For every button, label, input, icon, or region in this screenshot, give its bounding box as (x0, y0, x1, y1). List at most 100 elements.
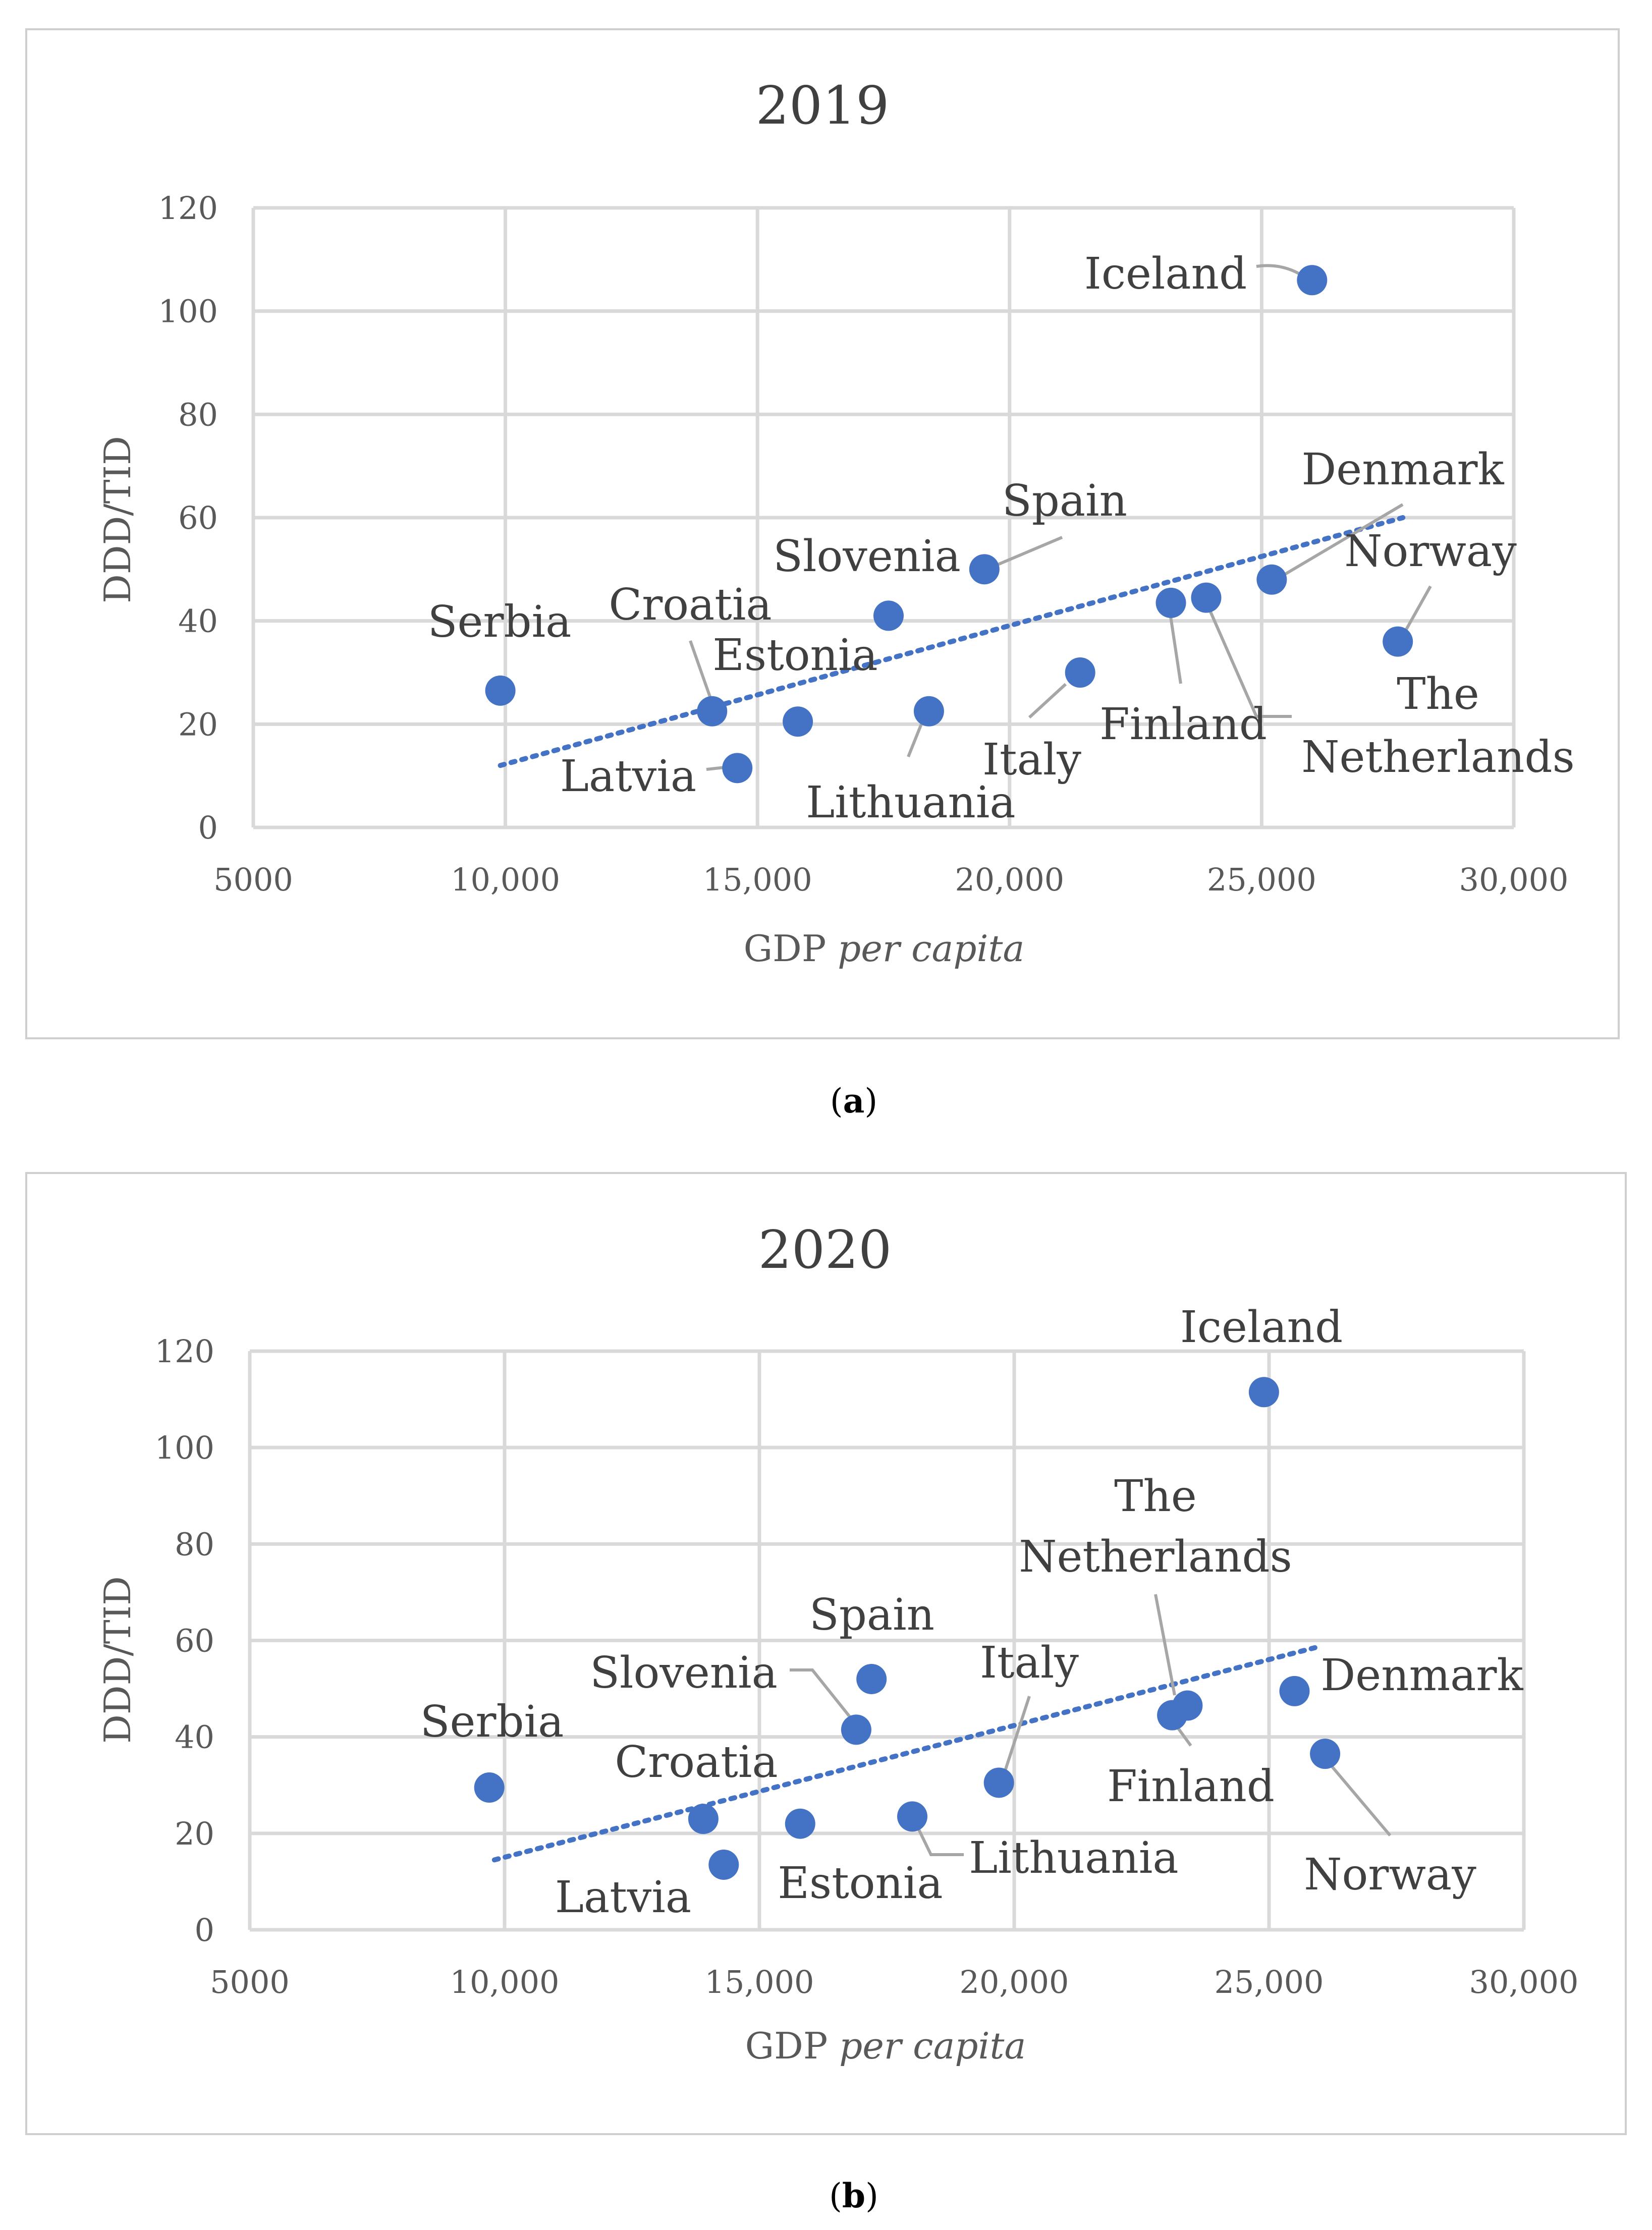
chart-title: 2020 (758, 1219, 892, 1280)
y-tick-label: 0 (195, 1912, 214, 1948)
leader-netherlands (1154, 1594, 1176, 1696)
leader-lithuania (907, 720, 924, 758)
data-point-lithuania (913, 696, 944, 727)
y-tick-label: 120 (158, 190, 218, 227)
leader-norway (1401, 585, 1432, 637)
data-point-slovenia (841, 1714, 871, 1745)
data-point-italy (983, 1767, 1014, 1798)
caption-a-letter: a (843, 1081, 865, 1121)
y-tick-label: 20 (178, 706, 218, 743)
label-serbia: Serbia (420, 1697, 564, 1747)
x-tick-label: 15,000 (705, 1964, 814, 2000)
leader-italy (1002, 1696, 1031, 1777)
leader-finland (1169, 616, 1182, 684)
label-iceland: Iceland (1180, 1302, 1343, 1353)
label-iceland: Iceland (1084, 249, 1247, 299)
data-point-spain (969, 554, 1000, 585)
label-the: The (1397, 669, 1479, 719)
data-point-denmark (1279, 1676, 1310, 1706)
label-latvia: Latvia (560, 751, 696, 802)
data-point-latvia (708, 1849, 739, 1880)
leader-netherlands (1204, 600, 1292, 718)
data-point-serbia (485, 675, 516, 706)
trendline (498, 515, 1406, 768)
y-axis-label: DDD/TID (96, 1576, 139, 1744)
y-tick-label: 40 (178, 603, 218, 640)
label-italy: Italy (980, 1638, 1079, 1688)
leader-denmark (1276, 503, 1404, 581)
label-the: The (1114, 1471, 1197, 1522)
leader-lithuania (913, 1819, 964, 1856)
y-axis-label: DDD/TID (96, 436, 139, 603)
data-point-serbia (474, 1772, 505, 1803)
x-axis-label: GDP per capita (744, 927, 1025, 970)
chart-title: 2019 (756, 75, 890, 136)
data-point-denmark (1256, 564, 1287, 595)
label-estonia: Estonia (712, 630, 877, 681)
data-point-norway (1310, 1739, 1341, 1769)
x-axis-label: GDP per capita (745, 2025, 1026, 2067)
x-tick-label: 25,000 (1207, 861, 1316, 898)
data-point-croatia (697, 696, 728, 727)
x-tick-label: 10,000 (451, 861, 560, 898)
x-axis-label-prefix: GDP (745, 2025, 840, 2067)
data-points (485, 265, 1413, 784)
label-lithuania: Lithuania (969, 1833, 1178, 1883)
label-lithuania: Lithuania (806, 777, 1015, 828)
country-labels: Serbia Croatia Latvia Estonia Slovenia L… (428, 249, 1575, 828)
trendline-dotted (498, 515, 1406, 768)
chart-panel-2019: 2019 0 20 40 60 80 100 120 5000 10,000 15,000 20,… (25, 28, 1620, 1039)
x-tick-label: 30,000 (1459, 861, 1569, 898)
label-denmark: Denmark (1301, 444, 1504, 495)
data-point-spain (856, 1663, 887, 1694)
label-latvia: Latvia (555, 1872, 691, 1923)
data-points (474, 1377, 1341, 1880)
x-tick-label: 20,000 (960, 1964, 1069, 2000)
label-finland: Finland (1099, 699, 1267, 750)
label-croatia: Croatia (615, 1737, 778, 1788)
x-axis-label-prefix: GDP (744, 927, 838, 970)
x-tick-label: 5000 (213, 861, 293, 898)
y-tick-label: 20 (175, 1815, 214, 1852)
gridlines (248, 1349, 1526, 1932)
label-spain: Spain (809, 1590, 934, 1640)
data-point-finland (1155, 587, 1186, 618)
x-tick-label: 5000 (210, 1964, 290, 2000)
label-croatia: Croatia (609, 580, 772, 630)
x-tick-label: 30,000 (1469, 1964, 1579, 2000)
y-tick-labels: 0 20 40 60 80 100 120 (155, 1333, 214, 1948)
x-tick-label: 15,000 (703, 861, 812, 898)
x-axis-label-italic: per capita (839, 2025, 1026, 2067)
trendline (491, 1645, 1317, 1863)
leader-italy (1028, 683, 1067, 719)
label-netherlands: Netherlands (1301, 732, 1574, 783)
trendline-dotted (491, 1645, 1317, 1863)
leader-spain (996, 536, 1063, 567)
y-tick-label: 80 (178, 396, 218, 433)
data-point-slovenia (873, 600, 904, 631)
leader-croatia (689, 640, 714, 704)
y-tick-label: 60 (175, 1623, 214, 1659)
data-point-norway (1383, 626, 1413, 657)
label-leaders (689, 264, 1432, 771)
data-point-the-netherlands (1172, 1690, 1203, 1721)
country-labels: Iceland The Netherlands Spain Slovenia I… (420, 1302, 1524, 1923)
label-norway: Norway (1344, 526, 1517, 577)
x-tick-labels: 5000 10,000 15,000 20,000 25,000 30,000 (210, 1964, 1578, 2000)
label-slovenia: Slovenia (773, 531, 961, 582)
x-tick-labels: 5000 10,000 15,000 20,000 25,000 30,000 (213, 861, 1568, 898)
y-tick-label: 60 (178, 499, 218, 536)
x-tick-label: 10,000 (450, 1964, 560, 2000)
chart-panel-2020: 2020 0 20 40 60 80 100 120 5000 10,000 15,000 20,… (25, 1172, 1627, 2135)
data-point-latvia (722, 753, 753, 784)
y-tick-label: 120 (155, 1333, 214, 1370)
x-axis-label-italic: per capita (838, 927, 1024, 970)
label-netherlands: Netherlands (1019, 1532, 1292, 1582)
caption-b-letter: b (842, 2176, 865, 2215)
label-serbia: Serbia (428, 597, 572, 647)
y-tick-label: 80 (175, 1526, 214, 1563)
data-point-estonia (783, 706, 813, 737)
y-tick-label: 0 (198, 809, 218, 846)
label-norway: Norway (1304, 1850, 1476, 1900)
